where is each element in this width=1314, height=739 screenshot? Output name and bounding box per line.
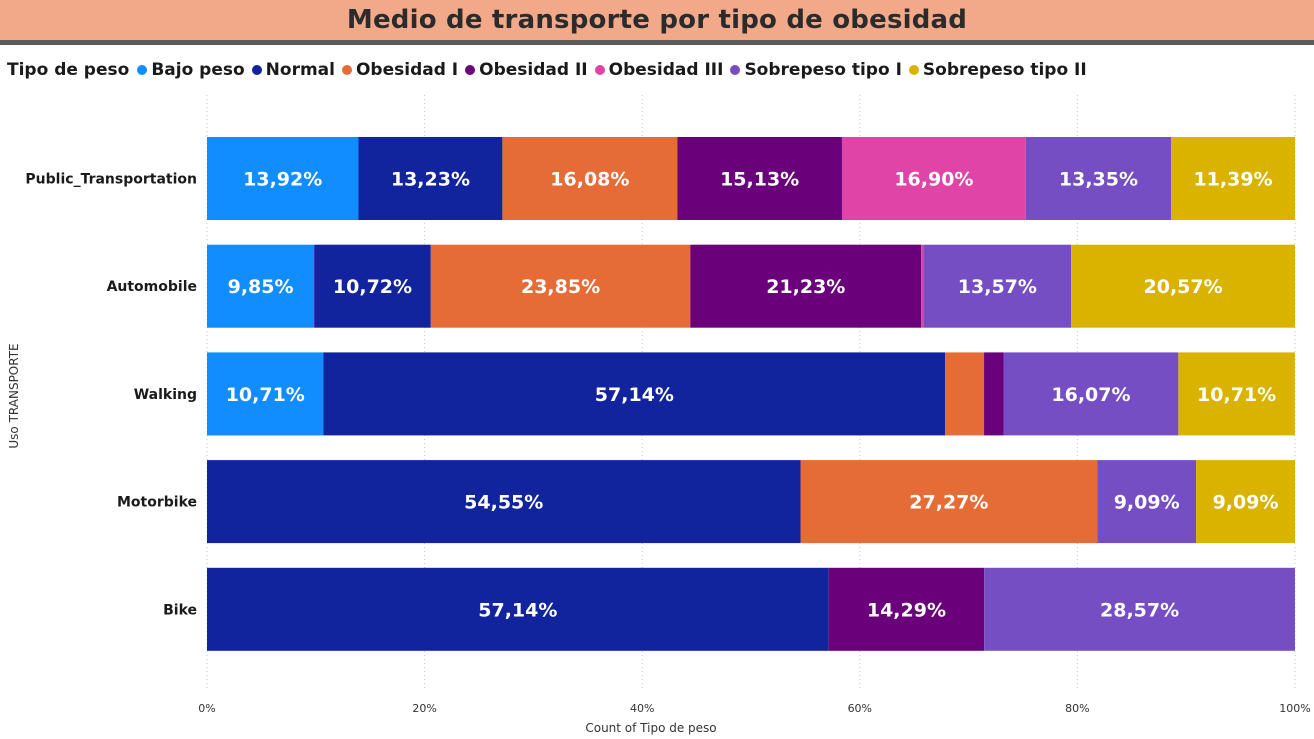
legend-item-label: Obesidad II <box>479 60 588 80</box>
data-label: 16,08% <box>550 169 629 191</box>
legend-dot-icon <box>251 65 262 75</box>
data-label: 9,85% <box>228 276 294 298</box>
legend-dot-icon <box>730 65 741 75</box>
bar-segment <box>945 352 985 436</box>
chart-title: Medio de transporte por tipo de obesidad <box>346 5 968 35</box>
legend-item-label: Normal <box>265 60 335 80</box>
data-label: 15,13% <box>720 169 799 191</box>
data-label: 21,23% <box>766 276 845 298</box>
bar-segment <box>207 352 324 436</box>
legend-dot-icon <box>465 65 476 75</box>
legend-item-label: Sobrepeso tipo II <box>922 60 1087 80</box>
bar-segment <box>323 352 946 436</box>
data-label: 23,85% <box>521 276 600 298</box>
legend: Tipo de peso Bajo peso Normal Obesidad I Ob… <box>7 58 1094 82</box>
bar-segment <box>690 244 922 328</box>
x-tick-label: 80% <box>1065 702 1089 715</box>
bar-segment <box>1025 137 1172 220</box>
bar-segment <box>1196 460 1295 544</box>
legend-item[interactable]: Obesidad I <box>341 60 459 80</box>
data-label: 10,72% <box>333 276 412 298</box>
category-label: Public_Transportation <box>25 172 197 188</box>
data-label: 20,57% <box>1144 276 1223 298</box>
data-label: 11,39% <box>1193 169 1272 191</box>
x-tick-label: 0% <box>198 702 215 715</box>
legend-item[interactable]: Obesidad II <box>465 60 588 80</box>
legend-item-label: Obesidad III <box>608 60 724 80</box>
data-label: 13,57% <box>958 276 1037 298</box>
legend-item-label: Bajo peso <box>151 60 245 80</box>
bar-segment <box>207 137 359 220</box>
bar-segment <box>207 567 829 651</box>
data-label: 16,90% <box>894 169 973 191</box>
bar-segment <box>1178 352 1295 436</box>
legend-item[interactable]: Sobrepeso tipo I <box>730 60 902 80</box>
bar-segment <box>430 244 691 328</box>
x-tick-label: 60% <box>848 702 872 715</box>
data-label: 13,92% <box>243 169 322 191</box>
bar-segment <box>921 244 924 328</box>
data-label: 57,14% <box>595 384 674 406</box>
data-label: 10,71% <box>1197 384 1276 406</box>
data-label: 9,09% <box>1213 492 1279 514</box>
data-label: 16,07% <box>1051 384 1130 406</box>
data-label: 14,29% <box>867 599 946 621</box>
data-label: 57,14% <box>478 599 557 621</box>
legend-item[interactable]: Obesidad III <box>594 60 724 80</box>
legend-item-label: Obesidad I <box>355 60 459 80</box>
data-label: 13,23% <box>391 169 470 191</box>
bar-segment <box>984 352 1004 436</box>
bar-segment <box>358 137 503 220</box>
title-bar: Medio de transporte por tipo de obesidad <box>0 0 1314 45</box>
y-axis-title: Uso TRANSPORTE <box>7 343 21 448</box>
bar-segment <box>984 567 1295 651</box>
legend-item[interactable]: Sobrepeso tipo II <box>908 60 1087 80</box>
bar-segment <box>923 244 1072 328</box>
bar-segment <box>1003 352 1179 436</box>
bar-segment <box>1171 137 1295 220</box>
data-label: 9,09% <box>1114 492 1180 514</box>
bar-segment <box>1071 244 1295 328</box>
x-tick-label: 100% <box>1279 702 1310 715</box>
category-label: Motorbike <box>117 495 197 511</box>
bar-segment <box>841 137 1026 220</box>
bar-segment <box>800 460 1098 544</box>
legend-item[interactable]: Bajo peso <box>137 60 245 80</box>
legend-item-label: Sobrepeso tipo I <box>744 60 902 80</box>
category-label: Automobile <box>107 279 197 295</box>
bar-segment <box>1097 460 1197 544</box>
bar-segment <box>502 137 678 220</box>
legend-title: Tipo de peso <box>7 60 130 80</box>
x-axis-title: Count of Tipo de peso <box>585 721 716 735</box>
legend-dot-icon <box>908 65 919 75</box>
data-label: 54,55% <box>464 492 543 514</box>
category-label: Walking <box>134 387 197 403</box>
legend-dot-icon <box>594 65 605 75</box>
legend-item[interactable]: Normal <box>251 60 335 80</box>
bar-segment <box>314 244 431 328</box>
data-label: 27,27% <box>909 492 988 514</box>
data-label: 13,35% <box>1059 169 1138 191</box>
x-tick-label: 20% <box>412 702 436 715</box>
bar-segment <box>828 567 985 651</box>
category-label: Bike <box>163 602 197 618</box>
bar-segment <box>207 460 801 544</box>
data-label: 10,71% <box>226 384 305 406</box>
bar-segment <box>677 137 842 220</box>
data-label: 28,57% <box>1100 599 1179 621</box>
legend-dot-icon <box>137 65 148 75</box>
bar-segment <box>207 244 315 328</box>
x-tick-label: 40% <box>630 702 654 715</box>
legend-dot-icon <box>341 65 352 75</box>
